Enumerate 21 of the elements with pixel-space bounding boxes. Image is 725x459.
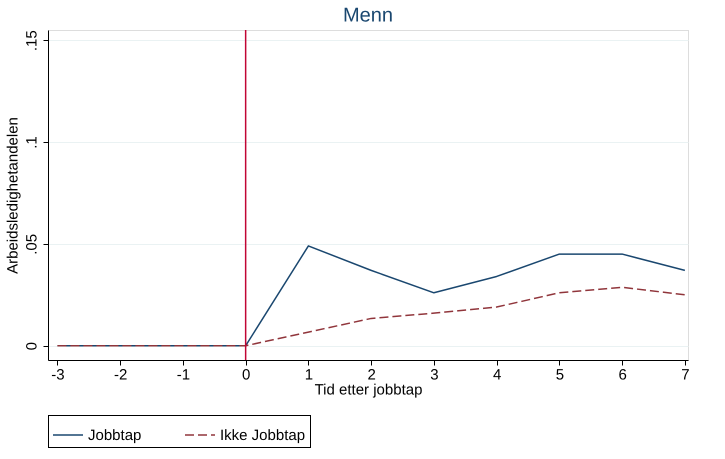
x-tick-label: 4 — [492, 366, 502, 384]
y-axis-title: Arbeidsledighetandelen — [4, 117, 22, 274]
y-tick-label: .1 — [24, 136, 40, 149]
x-tick-label: 1 — [304, 366, 314, 384]
x-tick-label: -2 — [114, 366, 128, 384]
x-tick-label: 5 — [556, 366, 564, 384]
x-tick-label: -3 — [51, 366, 65, 384]
line-series — [56, 286, 686, 346]
x-tick-label: 7 — [681, 366, 690, 384]
chart-title: Menn — [342, 4, 394, 26]
x-tick-label: 3 — [430, 366, 439, 384]
x-tick-label: 0 — [242, 366, 250, 384]
x-tick-label: 2 — [367, 366, 376, 384]
x-axis-title: Tid etter jobbtap — [314, 382, 422, 398]
legend-label: Jobbtap — [88, 427, 142, 444]
x-tick-label: 6 — [618, 366, 627, 384]
y-tick-label: .15 — [24, 30, 40, 52]
legend-label: Ikke Jobbtap — [220, 427, 306, 444]
y-tick-label: .05 — [24, 234, 40, 255]
x-tick-label: -1 — [176, 366, 190, 384]
y-tick-label: 0 — [24, 342, 40, 350]
